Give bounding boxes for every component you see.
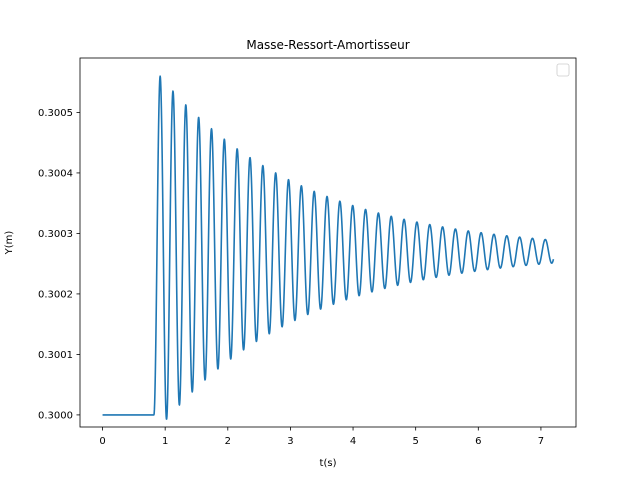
x-tick-label: 0 — [99, 436, 105, 447]
y-tick-label: 0.3001 — [38, 350, 73, 361]
x-tick-label: 1 — [162, 436, 168, 447]
y-tick-label: 0.3004 — [38, 168, 73, 179]
x-tick-label: 6 — [475, 436, 481, 447]
x-tick-label: 2 — [225, 436, 231, 447]
chart-title: Masse-Ressort-Amortisseur — [246, 38, 409, 52]
y-axis: 0.3000 0.3001 0.3002 0.3003 0.3004 0.3005 — [38, 108, 80, 421]
x-axis: 0 1 2 3 4 5 6 7 — [99, 427, 544, 447]
y-tick-label: 0.3005 — [38, 108, 73, 119]
legend-box — [556, 63, 570, 77]
x-tick-label: 3 — [287, 436, 293, 447]
x-tick-label: 4 — [350, 436, 356, 447]
plot-frame — [79, 57, 577, 428]
y-tick-label: 0.3000 — [38, 410, 73, 421]
series-line — [102, 75, 555, 420]
y-tick-label: 0.3002 — [38, 289, 73, 300]
x-axis-label: t(s) — [320, 458, 337, 469]
x-tick-label: 7 — [538, 436, 544, 447]
y-tick-label: 0.3003 — [38, 229, 73, 240]
x-tick-label: 5 — [412, 436, 418, 447]
y-axis-label: Y(m) — [4, 231, 15, 256]
